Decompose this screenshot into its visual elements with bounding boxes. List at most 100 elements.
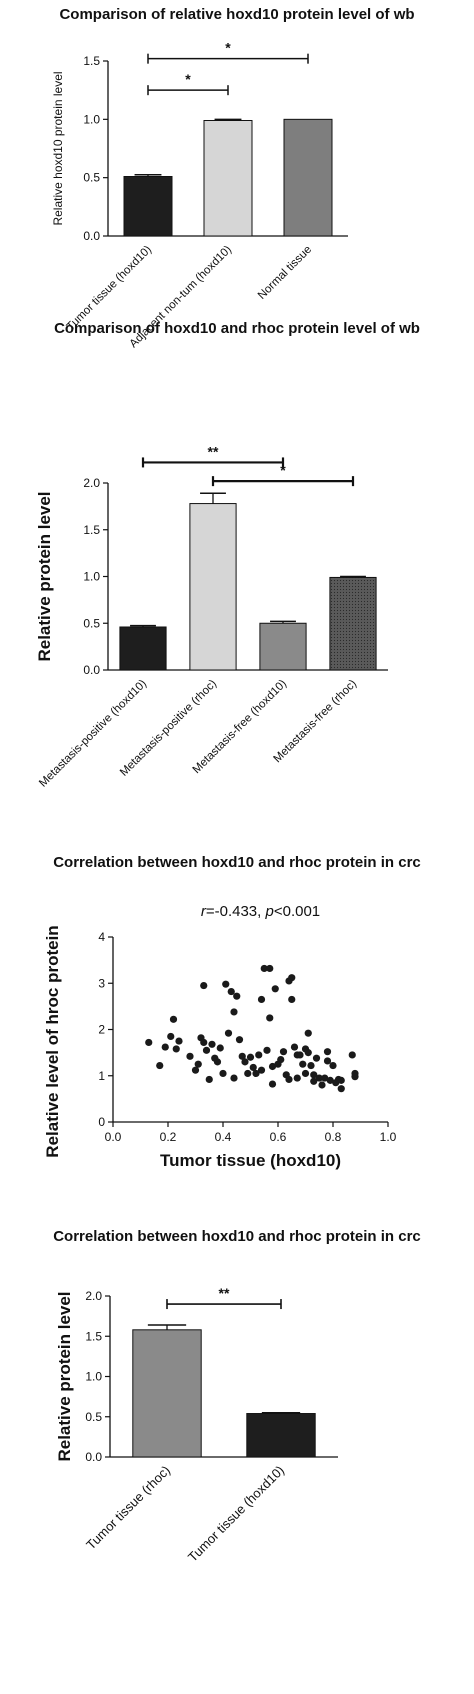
chart-c-point-65 [315, 1074, 323, 1082]
chart-c-point-35 [257, 995, 266, 1004]
chart-c-point-75 [337, 1076, 345, 1084]
chart-d-svg: 0.0 0.5 1.0 1.5 2.0 Relative protein level Tum… [55, 1285, 338, 1565]
chart-c-point-59 [304, 1049, 312, 1057]
chart-d-y-tick-label: 1.0 [85, 1370, 102, 1384]
chart-c-point-67 [321, 1074, 329, 1082]
chart-c-point-29 [241, 1058, 249, 1066]
chart-b-significance-label-1: ** [208, 443, 219, 459]
chart-a-significance-label-1: * [185, 71, 191, 87]
chart-c-point-49 [285, 1075, 293, 1084]
chart-b-y-axis-label: Relative protein level [35, 491, 54, 661]
chart-a-svg: 0.0 0.5 1.0 1.5 Relative hoxd10 protein leve… [51, 40, 348, 350]
chart-c-svg: r=-0.433, p<0.001 0 1 2 3 4 0.0 0.2 0.4 0.6 0.8 1.0… [43, 903, 397, 1170]
chart-c-y-tick-label: 2 [98, 1023, 105, 1037]
chart-panel-b: Comparison of hoxd10 and rhoc protein le… [0, 300, 474, 820]
chart-c-point-36 [257, 1066, 266, 1074]
chart-c-title: Correlation between hoxd10 and rhoc prot… [53, 854, 421, 871]
chart-c-point-37 [260, 964, 268, 973]
chart-b-y-tick-label: 1.0 [83, 570, 100, 584]
chart-b-y-tick-label: 1.5 [83, 523, 100, 537]
chart-c-point-32 [249, 1063, 257, 1072]
chart-d-y-axis-label: Relative protein level [55, 1291, 74, 1461]
chart-a-y-tick-label: 1.0 [83, 112, 100, 126]
chart-c-point-64 [312, 1054, 321, 1062]
chart-d-category-label-2: Tumor tissue (hoxd10) [185, 1463, 287, 1565]
chart-c-point-5 [169, 1015, 178, 1023]
chart-c-x-tick-label: 0.4 [215, 1130, 232, 1144]
chart-a-category-label-3: Normal tissue [256, 244, 314, 302]
chart-c-point-2 [156, 1061, 164, 1070]
chart-c-point-51 [288, 995, 296, 1004]
chart-c-x-tick-label: 0.2 [160, 1130, 177, 1144]
chart-c-point-6 [172, 1045, 180, 1053]
chart-c-point-54 [293, 1074, 301, 1082]
chart-c-point-41 [268, 1062, 277, 1071]
chart-c-point-63 [310, 1077, 318, 1085]
chart-b-bar-3 [259, 622, 307, 671]
chart-c-point-10 [194, 1060, 202, 1068]
chart-c-point-19 [216, 1044, 224, 1052]
chart-c-point-74 [337, 1085, 345, 1093]
chart-a-bar-1 [123, 176, 173, 237]
chart-c-point-4 [167, 1032, 175, 1041]
chart-c-point-42 [268, 1080, 277, 1088]
chart-c-point-76 [348, 1051, 356, 1059]
chart-c-point-12 [200, 981, 208, 990]
chart-c-x-tick-label: 0.0 [105, 1130, 122, 1144]
chart-c-correlation-annotation: r=-0.433, p<0.001 [201, 903, 320, 920]
chart-a-y-tick-label: 0.0 [83, 229, 100, 243]
chart-c-point-55 [296, 1051, 304, 1059]
chart-a-y-tick-label: 0.5 [83, 171, 100, 185]
chart-c-annotation-p-value: <0.001 [274, 903, 320, 920]
chart-c-point-3 [161, 1043, 169, 1051]
chart-d-significance-label-1: ** [219, 1285, 230, 1301]
chart-c-x-tick-label: 0.6 [270, 1130, 287, 1144]
chart-b-y-tick-label: 0.5 [83, 616, 100, 630]
chart-c-point-26 [233, 992, 241, 1000]
chart-c-point-24 [230, 1074, 238, 1082]
chart-c-point-45 [277, 1055, 285, 1064]
chart-c-point-30 [244, 1069, 252, 1078]
chart-b-significance-label-2: * [280, 462, 286, 478]
chart-c-point-21 [222, 980, 230, 988]
chart-c-x-tick-label: 1.0 [380, 1130, 397, 1144]
chart-d-category-label-1: Tumor tissue (rhoc) [83, 1463, 173, 1553]
chart-b-title: Comparison of hoxd10 and rhoc protein le… [54, 320, 420, 337]
chart-d-y-tick-label: 0.0 [85, 1450, 102, 1464]
chart-panel-a: Comparison of relative hoxd10 protein le… [0, 0, 474, 350]
chart-c-point-78 [351, 1073, 359, 1081]
chart-d-bar-2 [246, 1413, 316, 1458]
chart-c-point-43 [271, 985, 279, 993]
chart-c-point-40 [266, 1014, 274, 1022]
chart-c-point-66 [318, 1081, 326, 1089]
chart-a-title: Comparison of relative hoxd10 protein le… [59, 6, 415, 23]
chart-c-annotation-r-value: =-0.433, [206, 903, 266, 920]
chart-c-point-39 [266, 964, 274, 973]
chart-c-point-14 [202, 1046, 211, 1054]
chart-c-point-68 [323, 1057, 332, 1065]
chart-c-point-9 [191, 1066, 200, 1074]
chart-c-point-71 [329, 1061, 337, 1070]
chart-c-y-axis-label: Relative level of hroc protein [43, 925, 62, 1157]
chart-a-bar-2 [203, 120, 253, 237]
chart-c-x-tick-label: 0.8 [325, 1130, 342, 1144]
chart-b-bar-4 [329, 576, 377, 671]
chart-b-category-label-4: Metastasis-free (rhoc) [272, 678, 360, 766]
chart-c-point-34 [255, 1051, 263, 1059]
chart-panel-d: Correlation between hoxd10 and rhoc prot… [0, 1210, 474, 1694]
chart-d-y-tick-label: 2.0 [85, 1289, 102, 1303]
chart-c-x-axis-label: Tumor tissue (hoxd10) [160, 1151, 341, 1170]
chart-c-point-60 [304, 1029, 312, 1037]
chart-b-bar-2 [189, 503, 237, 671]
chart-c-point-16 [208, 1040, 216, 1048]
chart-panel-c: Correlation between hoxd10 and rhoc prot… [0, 820, 474, 1210]
chart-c-point-58 [301, 1069, 310, 1078]
chart-c-point-61 [307, 1061, 315, 1070]
chart-c-point-27 [235, 1036, 244, 1044]
chart-b-svg: 0.0 0.5 1.0 1.5 2.0 Relative protein level Met… [35, 443, 388, 790]
chart-c-point-1 [145, 1038, 153, 1047]
chart-c-point-52 [290, 1043, 299, 1051]
chart-c-point-56 [299, 1060, 307, 1068]
chart-c-point-28 [238, 1052, 246, 1060]
chart-c-point-8 [186, 1052, 194, 1060]
